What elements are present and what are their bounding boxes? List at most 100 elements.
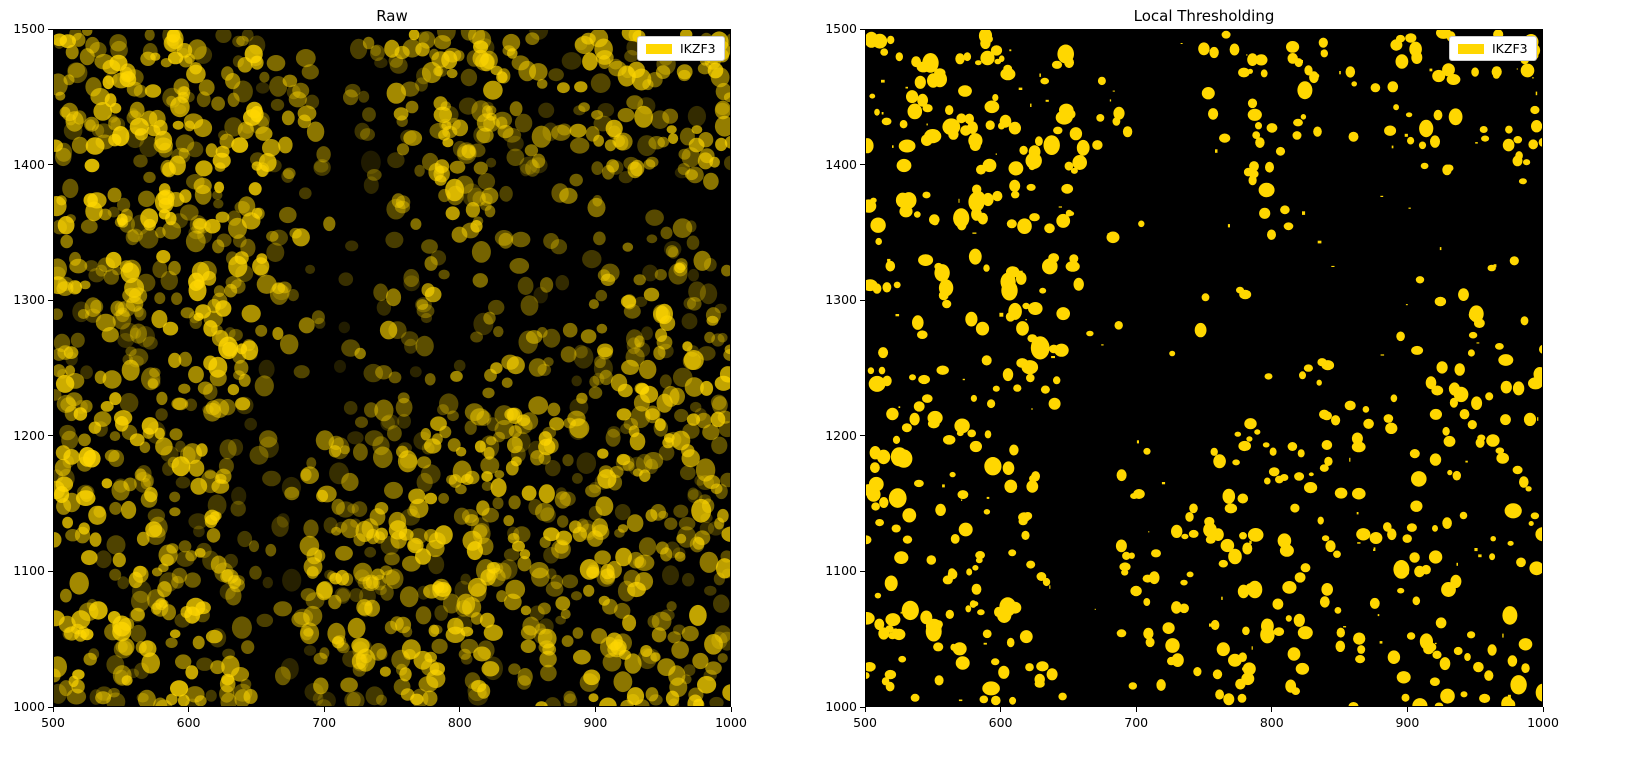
threshold-cell: [898, 655, 907, 663]
threshold-speck: [892, 145, 894, 148]
raw-cell: [148, 516, 168, 538]
raw-cell: [107, 114, 118, 123]
threshold-speck: [898, 494, 902, 496]
raw-cell: [658, 444, 675, 461]
raw-cell: [681, 449, 700, 468]
raw-cell: [596, 323, 608, 334]
raw-cell: [250, 106, 264, 123]
threshold-speck: [900, 611, 902, 614]
threshold-cell: [1275, 146, 1286, 156]
threshold-cell: [1151, 549, 1161, 558]
raw-cell: [311, 310, 325, 325]
threshold-speck: [1331, 265, 1335, 267]
threshold-cell: [894, 551, 909, 564]
raw-cell: [417, 456, 432, 469]
threshold-cell: [910, 693, 920, 702]
threshold-cell: [1528, 521, 1534, 526]
threshold-cell: [902, 508, 917, 523]
raw-cell: [695, 458, 716, 482]
threshold-cell: [1252, 131, 1261, 139]
threshold-cell: [1331, 415, 1341, 426]
threshold-cell: [1228, 653, 1242, 667]
threshold-cell: [957, 490, 969, 500]
threshold-cell: [885, 260, 896, 272]
raw-cell: [430, 416, 447, 432]
threshold-cell: [1180, 579, 1188, 586]
threshold-cell: [896, 158, 912, 173]
threshold-cell: [1530, 512, 1540, 520]
raw-cell: [249, 445, 269, 465]
threshold-speck: [881, 79, 885, 83]
raw-cell: [354, 122, 371, 140]
raw-cell: [690, 401, 702, 413]
threshold-cell: [1320, 49, 1328, 58]
raw-cell: [524, 144, 539, 157]
threshold-speck: [1493, 264, 1497, 268]
threshold-cell: [969, 600, 977, 608]
raw-cell: [379, 666, 391, 677]
raw-cell: [225, 586, 242, 606]
threshold-cell: [1395, 34, 1406, 43]
threshold-cell: [1051, 60, 1063, 69]
threshold-cell: [1432, 650, 1442, 659]
threshold-cell: [969, 440, 982, 453]
threshold-cell: [1029, 213, 1040, 222]
threshold-cell: [1259, 207, 1271, 219]
raw-cell: [595, 496, 614, 516]
raw-cell: [461, 144, 476, 159]
raw-cell: [299, 187, 312, 200]
raw-cell: [645, 509, 658, 522]
raw-cell: [626, 95, 644, 110]
raw-cell: [587, 530, 604, 547]
raw-cell: [471, 679, 487, 693]
raw-cell: [668, 133, 679, 144]
raw-cell: [270, 98, 285, 111]
raw-cell: [184, 606, 201, 624]
threshold-cell: [1043, 135, 1060, 155]
raw-cell: [281, 476, 301, 499]
raw-cell: [472, 523, 491, 545]
threshold-cell: [1471, 67, 1479, 77]
threshold-speck: [1009, 49, 1012, 52]
raw-cell: [627, 581, 646, 598]
raw-cell: [451, 226, 468, 243]
raw-cell: [543, 527, 560, 542]
raw-cell: [187, 39, 207, 60]
raw-cell: [142, 336, 158, 350]
raw-cell: [544, 697, 561, 706]
threshold-cell: [1009, 444, 1019, 456]
raw-cell: [681, 674, 692, 685]
threshold-cell: [1039, 287, 1047, 294]
raw-cell: [351, 637, 370, 654]
threshold-cell: [1212, 669, 1223, 680]
threshold-speck: [1339, 71, 1341, 75]
raw-cell: [517, 556, 532, 572]
threshold-cell: [1519, 476, 1529, 488]
raw-cell: [450, 370, 463, 382]
threshold-cell: [1208, 108, 1219, 120]
raw-cell: [80, 219, 98, 234]
raw-cell: [60, 588, 72, 603]
threshold-cell: [1026, 373, 1035, 383]
threshold-cell: [899, 120, 908, 129]
raw-cell: [275, 666, 291, 686]
threshold-cell: [1054, 343, 1069, 357]
raw-cell: [54, 276, 68, 295]
raw-cell: [250, 152, 265, 167]
raw-cell: [717, 508, 729, 523]
threshold-cell: [1313, 126, 1322, 137]
threshold-cell: [1261, 618, 1274, 634]
raw-cell: [518, 60, 537, 82]
threshold-cell: [1384, 125, 1397, 136]
raw-cell: [657, 136, 669, 148]
raw-cell: [592, 372, 605, 386]
raw-cell: [477, 173, 496, 190]
y-tick-label: 1300: [13, 292, 45, 308]
threshold-cell: [1249, 161, 1259, 172]
raw-cell: [169, 155, 186, 176]
threshold-speck: [1380, 354, 1385, 356]
raw-cell: [113, 478, 128, 493]
threshold-speck: [1532, 77, 1534, 79]
threshold-cell: [1065, 261, 1080, 272]
raw-cell: [579, 673, 599, 692]
